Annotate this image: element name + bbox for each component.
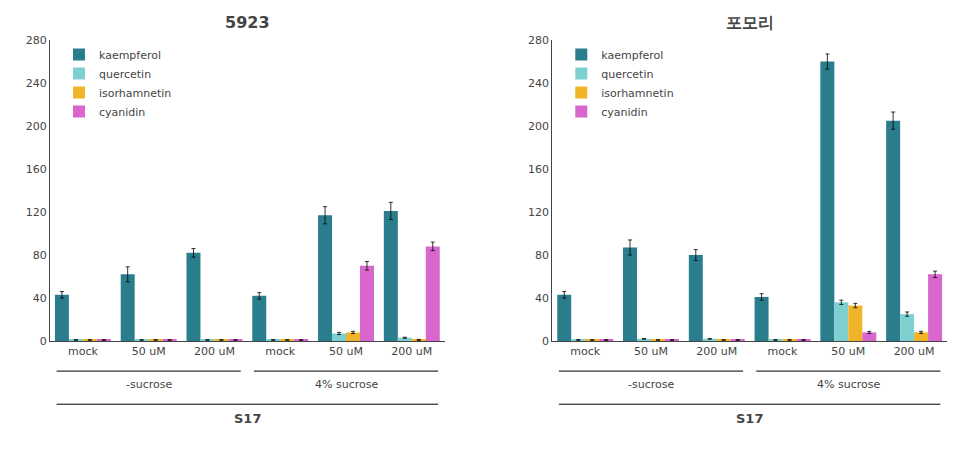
svg-text:mock: mock — [570, 345, 600, 358]
svg-text:mock: mock — [768, 345, 798, 358]
svg-text:S17: S17 — [234, 411, 261, 426]
svg-text:-sucrose: -sucrose — [628, 378, 674, 391]
svg-text:160: 160 — [528, 163, 549, 176]
svg-text:isorhamnetin: isorhamnetin — [601, 87, 673, 100]
svg-text:280: 280 — [528, 34, 549, 47]
svg-text:80: 80 — [535, 249, 549, 262]
svg-text:cyanidin: cyanidin — [601, 106, 647, 119]
svg-text:160: 160 — [26, 163, 47, 176]
svg-text:120: 120 — [528, 206, 549, 219]
svg-text:S17: S17 — [736, 411, 763, 426]
svg-text:5923: 5923 — [225, 13, 270, 32]
svg-text:포모리: 포모리 — [726, 13, 774, 32]
svg-text:mock: mock — [68, 345, 98, 358]
svg-text:0: 0 — [40, 335, 47, 348]
svg-text:80: 80 — [33, 249, 47, 262]
svg-text:200: 200 — [528, 120, 549, 133]
svg-text:240: 240 — [528, 77, 549, 90]
svg-text:kaempferol: kaempferol — [601, 49, 663, 62]
svg-text:isorhamnetin: isorhamnetin — [99, 87, 171, 100]
svg-text:quercetin: quercetin — [99, 68, 151, 81]
svg-text:mock: mock — [265, 345, 295, 358]
svg-text:240: 240 — [26, 77, 47, 90]
svg-text:50 uM: 50 uM — [132, 345, 166, 358]
svg-text:200 uM: 200 uM — [194, 345, 235, 358]
svg-text:50 uM: 50 uM — [329, 345, 363, 358]
svg-text:50 uM: 50 uM — [634, 345, 668, 358]
svg-text:4% sucrose: 4% sucrose — [315, 378, 378, 391]
svg-text:200 uM: 200 uM — [894, 345, 935, 358]
svg-text:quercetin: quercetin — [601, 68, 653, 81]
svg-text:280: 280 — [26, 34, 47, 47]
svg-text:120: 120 — [26, 206, 47, 219]
svg-text:200 uM: 200 uM — [391, 345, 432, 358]
svg-text:cyanidin: cyanidin — [99, 106, 145, 119]
svg-text:200: 200 — [26, 120, 47, 133]
svg-text:-sucrose: -sucrose — [126, 378, 172, 391]
svg-text:kaempferol: kaempferol — [99, 49, 161, 62]
svg-text:40: 40 — [33, 292, 47, 305]
svg-text:4% sucrose: 4% sucrose — [817, 378, 880, 391]
svg-text:50 uM: 50 uM — [831, 345, 865, 358]
svg-text:200 uM: 200 uM — [696, 345, 737, 358]
svg-text:0: 0 — [542, 335, 549, 348]
svg-text:40: 40 — [535, 292, 549, 305]
